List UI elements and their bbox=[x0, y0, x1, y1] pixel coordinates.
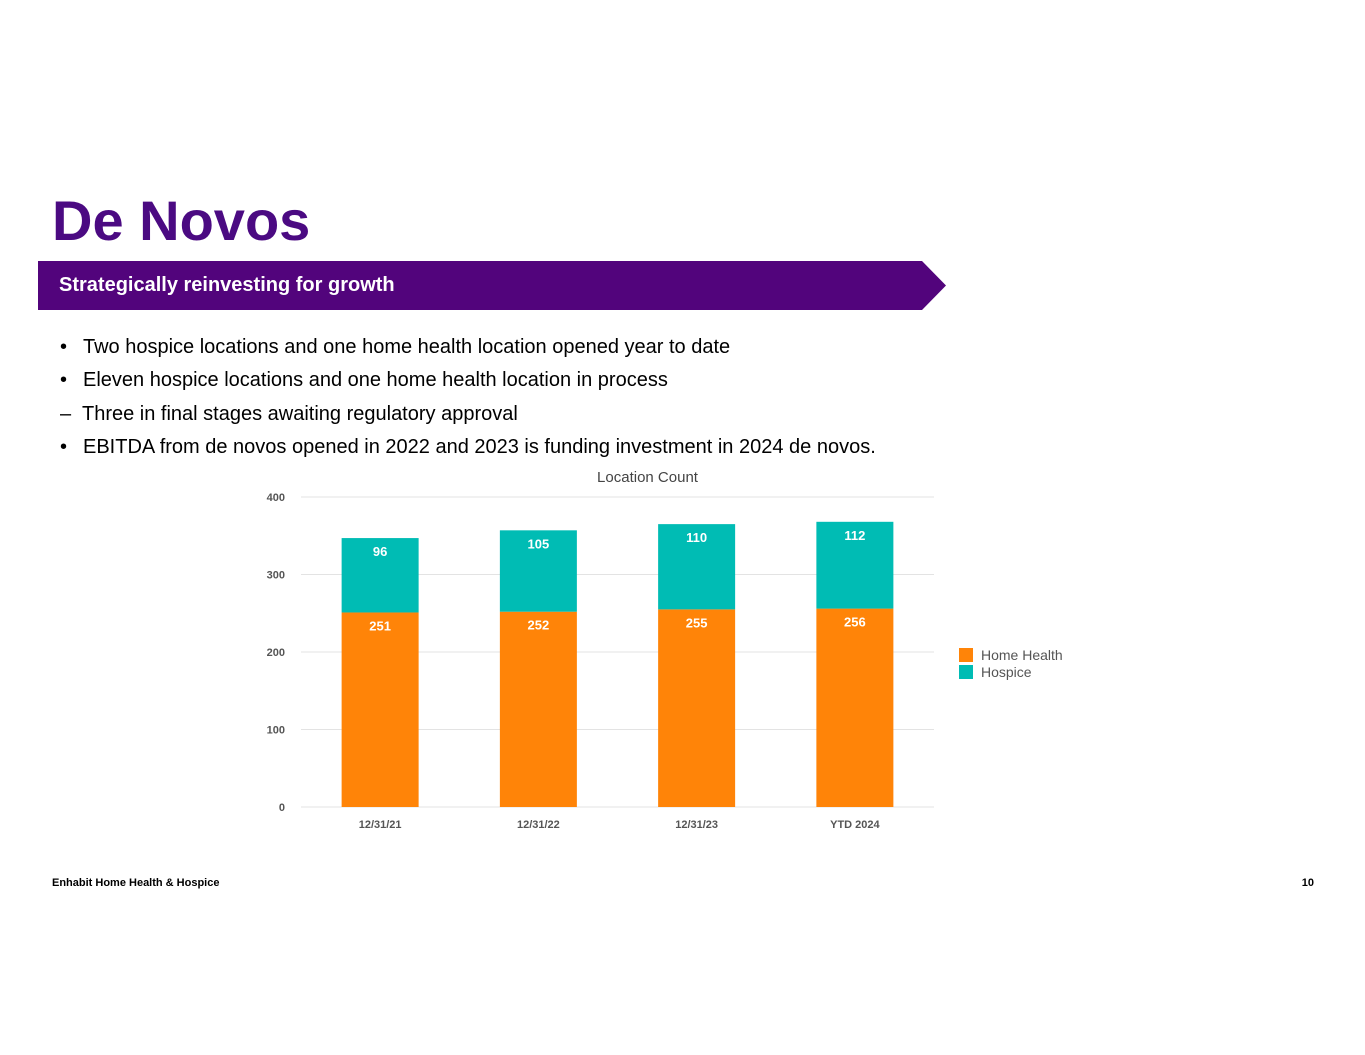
y-tick-label: 200 bbox=[267, 647, 285, 659]
bullet-marker: • bbox=[60, 336, 68, 358]
legend-swatch bbox=[959, 665, 973, 679]
y-tick-label: 400 bbox=[267, 492, 285, 504]
bullet-text: EBITDA from de novos opened in 2022 and … bbox=[83, 435, 876, 458]
bullet-item: • Two hospice locations and one home heal… bbox=[60, 331, 876, 364]
x-tick-label: 12/31/22 bbox=[517, 819, 560, 831]
bullet-item: • EBITDA from de novos opened in 2022 and… bbox=[60, 431, 876, 464]
data-label: 251 bbox=[369, 618, 391, 633]
bullet-marker: • bbox=[60, 435, 68, 458]
data-label: 105 bbox=[528, 536, 550, 551]
data-label: 252 bbox=[528, 618, 550, 633]
bullet-text: Two hospice locations and one home healt… bbox=[83, 336, 731, 358]
bullet-item: • Eleven hospice locations and one home h… bbox=[60, 364, 876, 397]
y-tick-label: 100 bbox=[267, 725, 285, 737]
bar-hospice bbox=[499, 530, 577, 612]
banner-text: Strategically reinvesting for growth bbox=[59, 274, 395, 296]
bar-home-health bbox=[816, 608, 894, 807]
location-count-chart: Location Count 0 100 200 300 400 251 96 12/31/21… bbox=[267, 469, 1063, 831]
legend-label: Home Health bbox=[981, 647, 1063, 663]
bullet-marker: – bbox=[60, 402, 72, 425]
bar-hospice bbox=[341, 538, 419, 613]
bar-home-health bbox=[341, 612, 419, 807]
bar-hospice bbox=[816, 521, 894, 609]
footer-company-name: Enhabit Home Health & Hospice bbox=[52, 877, 220, 889]
data-label: 112 bbox=[844, 528, 865, 543]
y-tick-label: 0 bbox=[279, 802, 285, 814]
bullet-list: • Two hospice locations and one home heal… bbox=[60, 331, 876, 464]
page-title: De Novos bbox=[52, 189, 311, 252]
data-label: 96 bbox=[373, 544, 387, 559]
subtitle-banner: Strategically reinvesting for growth bbox=[38, 261, 946, 310]
bar-home-health bbox=[499, 611, 577, 807]
chart-title: Location Count bbox=[597, 469, 699, 486]
data-label: 110 bbox=[686, 530, 707, 545]
sub-bullet-item: – Three in final stages awaiting regulato… bbox=[60, 398, 876, 431]
x-tick-label: 12/31/21 bbox=[359, 819, 402, 831]
y-tick-label: 300 bbox=[267, 570, 285, 582]
legend-swatch bbox=[959, 648, 973, 662]
bar-hospice bbox=[658, 524, 736, 610]
data-label: 256 bbox=[844, 615, 866, 630]
bullet-text: Eleven hospice locations and one home he… bbox=[83, 369, 668, 392]
page-number: 10 bbox=[1301, 877, 1314, 889]
x-tick-label: 12/31/23 bbox=[675, 819, 718, 831]
x-tick-label: YTD 2024 bbox=[830, 819, 880, 831]
data-label: 255 bbox=[686, 615, 708, 630]
banner-arrow-shape bbox=[38, 261, 946, 310]
bar-home-health bbox=[658, 609, 736, 807]
bullet-text: Three in final stages awaiting regulator… bbox=[82, 402, 518, 425]
legend-label: Hospice bbox=[981, 664, 1032, 680]
bullet-marker: • bbox=[60, 369, 68, 392]
